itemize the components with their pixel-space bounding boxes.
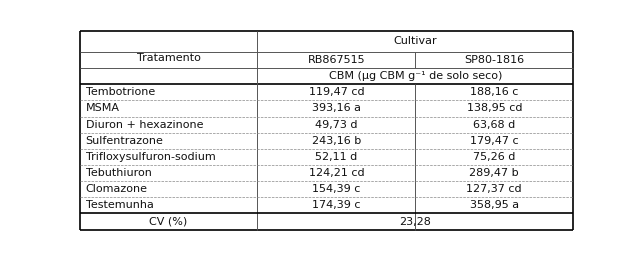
Text: Sulfentrazone: Sulfentrazone (85, 136, 164, 146)
Text: 52,11 d: 52,11 d (315, 152, 357, 162)
Text: 23,28: 23,28 (399, 216, 431, 227)
Text: 154,39 c: 154,39 c (312, 184, 361, 194)
Text: Diuron + hexazinone: Diuron + hexazinone (85, 120, 203, 130)
Text: 289,47 b: 289,47 b (469, 168, 519, 178)
Text: Clomazone: Clomazone (85, 184, 148, 194)
Text: 127,37 cd: 127,37 cd (466, 184, 522, 194)
Text: Testemunha: Testemunha (85, 200, 154, 210)
Text: SP80-1816: SP80-1816 (464, 55, 524, 65)
Text: 138,95 cd: 138,95 cd (466, 103, 522, 114)
Text: Tebuthiuron: Tebuthiuron (85, 168, 152, 178)
Text: 179,47 c: 179,47 c (470, 136, 519, 146)
Text: 393,16 a: 393,16 a (312, 103, 361, 114)
Text: CBM (μg CBM g⁻¹ de solo seco): CBM (μg CBM g⁻¹ de solo seco) (329, 71, 502, 81)
Text: Tembotrione: Tembotrione (85, 87, 155, 97)
Text: 75,26 d: 75,26 d (473, 152, 515, 162)
Text: 124,21 cd: 124,21 cd (308, 168, 364, 178)
Text: 243,16 b: 243,16 b (311, 136, 361, 146)
Text: 358,95 a: 358,95 a (469, 200, 519, 210)
Text: 119,47 cd: 119,47 cd (308, 87, 364, 97)
Text: 188,16 c: 188,16 c (470, 87, 519, 97)
Text: Trifloxysulfuron-sodium: Trifloxysulfuron-sodium (85, 152, 215, 162)
Text: Tratamento: Tratamento (136, 53, 201, 63)
Text: RB867515: RB867515 (308, 55, 365, 65)
Text: CV (%): CV (%) (149, 216, 188, 227)
Text: 63,68 d: 63,68 d (473, 120, 515, 130)
Text: 49,73 d: 49,73 d (315, 120, 357, 130)
Text: 174,39 c: 174,39 c (312, 200, 361, 210)
Text: Cultivar: Cultivar (394, 36, 437, 46)
Text: MSMA: MSMA (85, 103, 120, 114)
